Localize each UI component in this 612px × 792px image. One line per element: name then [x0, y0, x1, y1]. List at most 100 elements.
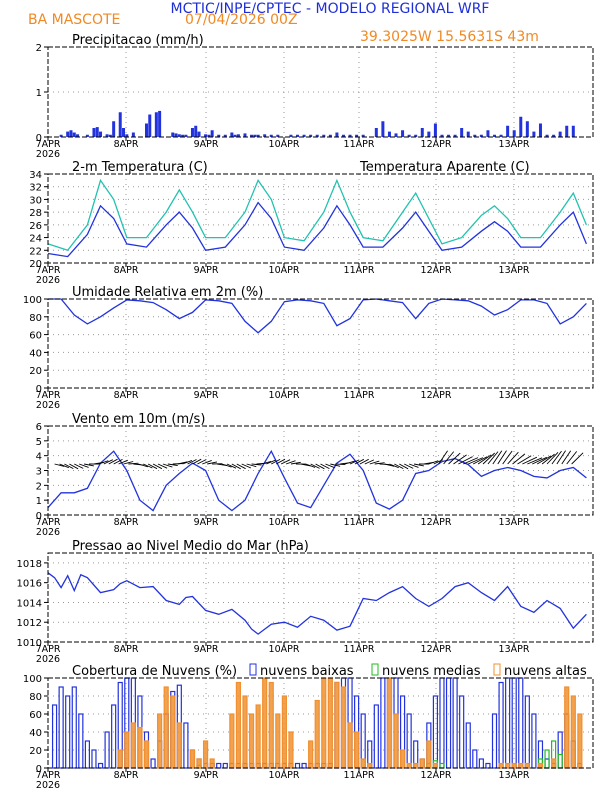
wind-arrow [157, 463, 168, 469]
precip-bar [197, 131, 201, 137]
y-tick-label: 1010 [17, 638, 42, 649]
precip-bar [420, 128, 424, 137]
legend-apparent-temp: Temperatura Aparente (C) [359, 160, 530, 175]
precip-bar [253, 134, 257, 137]
wind-arrow [369, 460, 380, 465]
precip-bar [233, 134, 237, 137]
cloud-bar [255, 704, 261, 769]
precip-bar [433, 123, 437, 137]
y-tick-label: 6 [36, 422, 42, 433]
cloud-bar [281, 695, 287, 769]
cloud-bar [465, 722, 471, 769]
precip-bar [348, 134, 352, 137]
wind-arrow [162, 463, 173, 468]
precip-bar [479, 134, 483, 137]
precip-bar [144, 123, 148, 137]
precip-bar [154, 112, 158, 137]
wind-arrow [152, 463, 163, 470]
wind-arrow [59, 463, 69, 469]
cloud-bar [183, 722, 189, 769]
cloud-bar [354, 731, 360, 769]
cloud-bar [406, 713, 412, 769]
x-year-label: 2026 [36, 780, 60, 791]
x-tick-label: 10APR [269, 265, 300, 276]
precip-bar [269, 134, 273, 137]
wind-arrow [468, 457, 484, 465]
wind-arrow [566, 451, 578, 465]
wind-arrow [98, 460, 109, 465]
precip-bar [473, 134, 477, 137]
precip-bar [493, 134, 497, 137]
wind-arrow [443, 451, 455, 465]
cloud-bar [170, 695, 176, 769]
precip-bar [95, 127, 99, 137]
cloud-bar [518, 677, 524, 769]
precip-bar [552, 134, 556, 137]
x-tick-label: 11APR [344, 517, 375, 528]
precip-bar [401, 130, 405, 137]
wind-arrow [241, 463, 252, 469]
cloud-bar [104, 731, 110, 769]
wind-arrow [320, 463, 330, 469]
y-tick-label: 60 [29, 331, 42, 342]
cloud-bar [432, 695, 439, 769]
precip-bar [190, 128, 194, 137]
precip-bar [174, 133, 178, 137]
y-tick-label: 26 [29, 221, 42, 232]
panel-1: 0 1 2 7APR 8APR 9APR 10APR 11APR 12APR 13APR 2026 P… [36, 33, 594, 160]
x-tick-label: 9APR [194, 390, 219, 401]
precip-bar [296, 134, 300, 137]
precip-bar [171, 132, 175, 137]
legend-swatch [249, 663, 257, 676]
x-tick-label: 8APR [114, 770, 139, 781]
wind-arrow [226, 463, 237, 469]
cloud-bar [472, 749, 478, 769]
wind-arrow [275, 458, 286, 465]
y-tick-label: 40 [29, 348, 42, 359]
wind-arrow [354, 458, 365, 465]
cloud-bar [268, 681, 274, 769]
wind-arrow [305, 463, 316, 468]
wind-arrow [394, 463, 404, 470]
wind-arrow [108, 458, 118, 465]
wind-arrow [482, 452, 496, 465]
cloud-bar [235, 681, 242, 769]
y-tick-label: 0 [36, 764, 42, 775]
cloud-bar [288, 731, 294, 769]
cloud-bar [432, 762, 439, 769]
x-tick-label: 12APR [421, 390, 452, 401]
panel-title: Precipitacao (mm/h) [72, 33, 204, 48]
wind-arrow [69, 463, 79, 470]
x-tick-label: 13APR [499, 517, 530, 528]
precip-bar [460, 128, 464, 137]
wind-arrow [79, 463, 89, 468]
cloud-bar [58, 686, 64, 769]
precip-bar [223, 134, 227, 137]
x-tick-label: 12APR [421, 644, 452, 655]
wind-arrow [359, 458, 369, 465]
cloud-bar [65, 695, 71, 769]
precip-bar [414, 134, 418, 137]
wind-arrow [384, 463, 395, 467]
wind-arrow [536, 455, 552, 465]
x-tick-label: 8APR [114, 390, 139, 401]
wind-arrow [571, 452, 584, 465]
precip-bar [207, 134, 211, 137]
wind-arrow [192, 458, 202, 465]
panel-4: 0 1 2 3 4 5 6 7APR 8APR 9APR 10APR 11APR 12APR 13APR 2… [36, 412, 594, 538]
precip-bar [499, 134, 503, 137]
cloud-bar [419, 758, 425, 769]
x-tick-label: 8APR [114, 139, 139, 150]
precip-bar [302, 134, 306, 137]
precip-bar [341, 134, 345, 137]
y-tick-label: 24 [29, 234, 42, 245]
precip-bar [387, 131, 391, 137]
y-tick-label: 0 [36, 511, 42, 522]
cloud-bar [505, 677, 511, 769]
precip-bar [256, 134, 260, 137]
legend-label: nuvens altas [504, 664, 587, 679]
precip-bar [118, 112, 122, 137]
precip-bar [440, 134, 444, 137]
cloud-bar [229, 713, 235, 769]
precip-bar [243, 133, 247, 137]
